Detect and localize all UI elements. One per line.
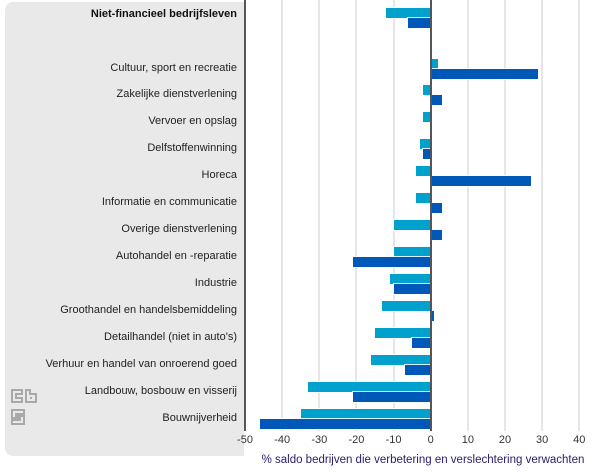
bar-lichtblauw [385,7,432,19]
category-label: Horeca [201,169,237,182]
gridline [466,0,469,431]
bar-donkerblauw [429,309,436,322]
bar-lichtblauw [373,326,432,339]
x-tick-label: -40 [274,434,291,446]
bar-donkerblauw [351,390,432,403]
bar-lichtblauw [414,192,432,205]
bar-donkerblauw [429,94,443,107]
x-tick-label: -50 [237,434,253,446]
bar-donkerblauw [422,148,432,161]
category-label: Landbouw, bosbouw en visserij [84,384,237,397]
category-label: Informatie en communicatie [101,196,237,209]
gridline [541,0,544,431]
gridline [392,0,395,431]
category-label: Detailhandel (niet in auto's) [104,330,237,343]
zero-axis-line [429,0,432,431]
category-label: Verhuur en handel van onroerend goed [45,357,237,370]
bar-donkerblauw [403,363,432,376]
bar-donkerblauw [429,175,532,188]
bar-donkerblauw [429,202,443,215]
bar-lichtblauw [392,219,432,232]
bar-lichtblauw [307,380,432,393]
bar-lichtblauw [422,84,432,97]
x-tick-label: 20 [498,434,512,446]
category-label: Zakelijke dienstverlening [116,88,237,101]
plot-left-edge [244,0,246,431]
x-tick-label: 10 [461,434,474,446]
category-label: Delfstoffenwinning [147,142,237,155]
category-label: Industrie [194,276,237,289]
gridline [503,0,506,431]
bar-lichtblauw [392,246,432,258]
highlighted-category-label: Niet-financieel bedrijfsleven [90,8,237,20]
x-tick-label: 40 [573,434,586,446]
category-label: Overige dienstverlening [121,223,237,236]
category-label: Bouwnijverheid [162,411,237,424]
category-label: Vervoer en opslag [148,115,237,128]
bar-lichtblauw [370,353,432,366]
category-label: Cultuur, sport en recreatie [110,61,237,74]
gridline [355,0,358,431]
category-label: Autohandel en -reparatie [115,250,237,262]
x-tick-label: -20 [348,434,365,446]
bar-lichtblauw [381,299,432,312]
bar-donkerblauw [411,336,432,349]
bar-lichtblauw [388,272,432,285]
gridline [281,0,284,431]
bar-donkerblauw [392,282,432,295]
bar-donkerblauw [429,229,443,242]
x-tick-label: 30 [535,434,549,446]
x-tick-label: -30 [311,434,328,446]
bar-donkerblauw [351,256,432,268]
category-panel [5,2,244,456]
bar-lichtblauw [418,138,432,151]
cbs-logo-icon [11,389,37,425]
gridline [318,0,321,431]
bar-donkerblauw [407,17,432,29]
bar-lichtblauw [414,165,432,178]
category-label: Groothandel en handelsbemiddeling [60,303,237,316]
bar-lichtblauw [429,57,440,70]
bar-donkerblauw [429,67,540,80]
bar-lichtblauw [299,407,432,420]
x-axis-title: % saldo bedrijven die verbetering en ver… [261,454,585,466]
bar-donkerblauw [258,417,432,430]
x-tick-label: -10 [385,434,402,446]
bar-lichtblauw [422,111,432,124]
gridline [578,0,581,431]
x-tick-label: 0 [427,434,434,446]
